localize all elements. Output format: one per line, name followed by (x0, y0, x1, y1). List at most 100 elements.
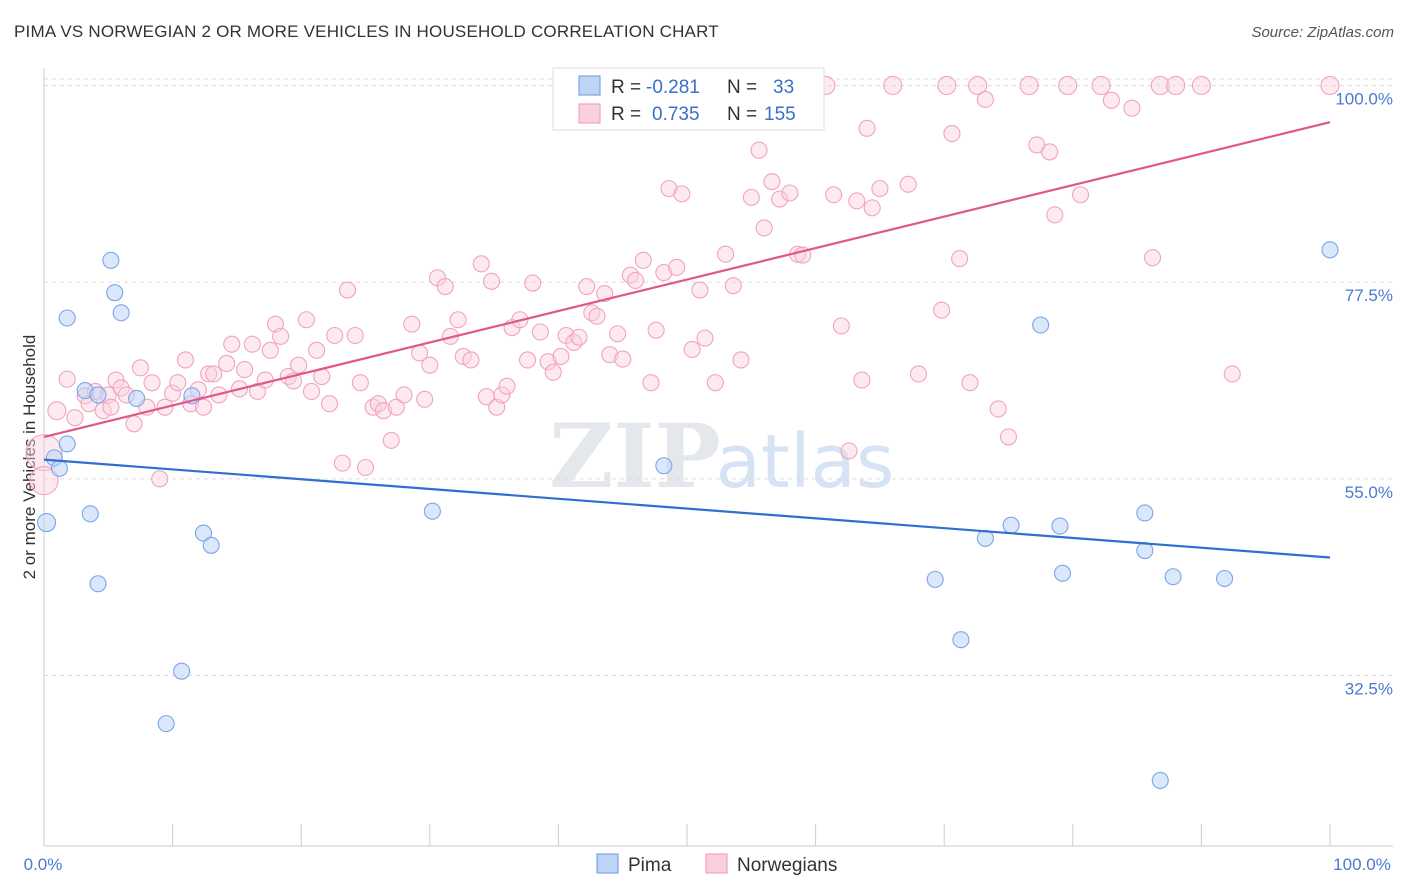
pima-point (926, 570, 944, 588)
legend-n-value-norwegians: 155 (764, 104, 796, 125)
norwegians-point (1046, 206, 1064, 224)
norwegians-point (588, 307, 606, 325)
norwegians-point (871, 180, 889, 198)
y-axis-label: 2 or more Vehicles in Household (20, 335, 39, 580)
watermark-atlas: atlas (716, 419, 895, 505)
norwegians-point (976, 90, 994, 109)
norwegians-point (683, 340, 701, 359)
pima-point (194, 524, 213, 542)
norwegians-point (763, 173, 781, 191)
x-tick-marks (43, 824, 1331, 846)
norwegians-point (498, 377, 516, 395)
norwegians-point (853, 371, 871, 389)
norwegians-point (351, 374, 369, 392)
norwegians-point (668, 258, 686, 276)
norwegians-point (655, 264, 673, 282)
norwegians-point (1320, 75, 1340, 96)
pima-trend-line (43, 458, 1331, 559)
bottom-legend-label-pima: Pima (628, 855, 672, 876)
norwegians-point (416, 390, 434, 408)
norwegians-point (863, 199, 881, 217)
norwegians-point (256, 371, 274, 389)
pima-point (655, 457, 673, 475)
norwegians-point (614, 350, 632, 368)
norwegians-point (47, 401, 67, 421)
norwegians-point (518, 351, 537, 369)
trend-lines (43, 121, 1331, 559)
norwegians-point (472, 255, 490, 273)
pima-point (1136, 504, 1154, 522)
watermark-zip: ZIP (549, 404, 721, 508)
norwegians-point (1150, 75, 1170, 96)
norwegians-point (1123, 99, 1141, 117)
norwegians-point (403, 315, 421, 333)
norwegians-point (1041, 143, 1059, 161)
axes (43, 68, 1393, 847)
norwegians-point (200, 365, 218, 383)
norwegians-point (750, 141, 768, 159)
pima-point (128, 389, 146, 407)
norwegians-point (290, 356, 308, 374)
norwegians-point (169, 374, 187, 392)
norwegians-point (825, 186, 843, 204)
norwegians-point (539, 353, 557, 371)
legend-n-label-norwegians: N = (727, 104, 757, 125)
bottom-legend-swatch-norwegians (705, 853, 728, 874)
correlation-legend: R = -0.281 N = 33 R = 0.735 N = 155 (552, 67, 825, 131)
norwegians-point (840, 442, 858, 460)
norwegians-point (771, 190, 789, 208)
x-tick-label-max: 100.0% (1333, 855, 1391, 874)
pima-point (106, 284, 124, 302)
norwegians-point (1091, 75, 1111, 96)
norwegians-point (706, 374, 724, 392)
legend-swatch-pima (578, 75, 601, 96)
norwegians-point (326, 326, 344, 345)
pima-point (81, 505, 99, 523)
norwegians-point (1166, 75, 1186, 96)
pima-point (1053, 564, 1072, 582)
y-tick-label: 100.0% (1335, 89, 1393, 108)
norwegians-point (937, 75, 957, 96)
norwegians-point (627, 271, 645, 289)
norwegians-point (1058, 75, 1078, 96)
pima-point (50, 459, 68, 477)
norwegians-point (395, 386, 413, 404)
norwegians-point (164, 384, 182, 402)
norwegians-point (1143, 249, 1162, 267)
norwegians-point (951, 250, 969, 268)
pima-point (1051, 517, 1069, 535)
norwegians-point (493, 386, 511, 404)
norwegians-point (565, 333, 583, 352)
norwegians-point (943, 125, 961, 143)
norwegians-point (742, 188, 760, 206)
legend-swatch-norwegians (578, 103, 601, 124)
norwegians-point (544, 363, 562, 381)
pima-point (112, 304, 130, 322)
norwegians-point (660, 180, 678, 198)
norwegians-point (356, 458, 375, 477)
norwegians-point (66, 409, 84, 427)
norwegians-point (634, 251, 652, 269)
norwegians-point (933, 301, 951, 319)
norwegians-point (1071, 186, 1090, 204)
norwegians-point (131, 359, 149, 377)
norwegians-point (601, 346, 619, 364)
bottom-legend-swatch-pima (596, 853, 619, 874)
pima-point (89, 575, 107, 593)
norwegians-point (596, 284, 614, 303)
pima-point (1164, 568, 1182, 586)
pima-point (202, 536, 220, 554)
norwegians-point (236, 361, 254, 379)
norwegians-point (989, 400, 1007, 418)
norwegians-point (724, 277, 742, 295)
norwegians-point (346, 326, 364, 345)
norwegians-point (578, 277, 596, 296)
norwegians-point (462, 351, 480, 369)
y-tick-labels: 32.5% 55.0% 77.5% 100.0% (1335, 89, 1393, 698)
y-tick-label: 32.5% (1345, 680, 1393, 699)
norwegians-point (176, 351, 195, 369)
legend-r-value-pima: -0.281 (646, 77, 700, 98)
norwegians-point (999, 428, 1018, 446)
legend-n-value-pima: 33 (773, 77, 794, 98)
